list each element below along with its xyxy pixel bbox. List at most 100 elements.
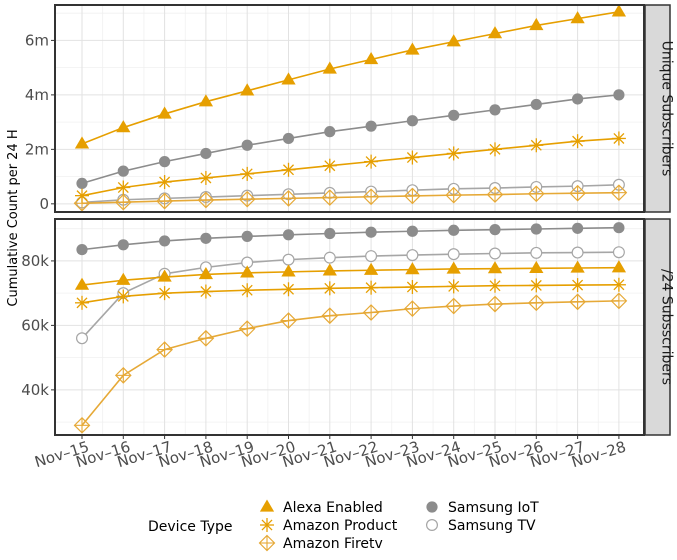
- series-samsung-iot: [76, 89, 625, 190]
- data-point: [114, 367, 132, 384]
- data-point: [116, 180, 131, 195]
- data-point: [611, 4, 627, 17]
- data-point: [572, 222, 584, 234]
- data-point: [200, 147, 212, 160]
- data-point: [198, 284, 213, 299]
- series-alexa-enabled: [74, 4, 627, 149]
- series-group: [73, 4, 628, 212]
- series-group: [73, 222, 628, 434]
- legend-item: Amazon Product: [260, 518, 398, 534]
- panel-2: 40k 60k 80k/24 Subsscribers: [21, 218, 675, 436]
- data-point: [488, 278, 502, 293]
- data-point: [159, 235, 171, 247]
- series-line: [81, 183, 619, 204]
- data-point: [611, 131, 626, 146]
- data-point: [282, 253, 295, 266]
- data-point: [487, 261, 503, 274]
- series-line: [81, 226, 619, 251]
- strip-label: Unique Subscribers: [659, 41, 675, 177]
- data-point: [489, 104, 501, 116]
- facet-strip: Unique Subscribers: [644, 4, 675, 213]
- legend-item: Samsung IoT: [426, 500, 539, 516]
- series-amazon-firetv: [73, 292, 628, 434]
- facet-strip: /24 Subsscribers: [644, 218, 675, 436]
- data-point: [448, 109, 460, 121]
- series-samsung-iot: [76, 222, 625, 256]
- data-point: [157, 269, 172, 282]
- y-tick-label: 6m: [25, 31, 49, 49]
- data-point: [404, 300, 421, 317]
- data-point: [156, 192, 173, 210]
- data-point: [117, 165, 129, 177]
- data-point: [241, 230, 253, 243]
- data-point: [404, 187, 421, 205]
- data-point: [365, 120, 377, 132]
- series-amazon-firetv: [73, 184, 628, 212]
- series-line: [81, 266, 619, 286]
- data-point: [322, 263, 337, 276]
- data-point: [240, 283, 255, 298]
- panel-background: [55, 219, 644, 435]
- data-point: [446, 261, 461, 274]
- series-amazon-product: [75, 131, 626, 203]
- data-point: [198, 266, 214, 280]
- data-point: [405, 150, 420, 165]
- data-point: [75, 332, 88, 345]
- y-tick-label: 4m: [25, 86, 49, 104]
- data-point: [281, 162, 296, 177]
- data-point: [364, 154, 379, 169]
- data-point: [364, 280, 379, 295]
- data-point: [281, 264, 296, 277]
- data-point: [280, 312, 297, 329]
- panel-border: [54, 218, 645, 436]
- data-point: [613, 222, 625, 234]
- data-point: [489, 247, 502, 260]
- data-point: [197, 329, 215, 347]
- series-amazon-product: [75, 277, 626, 310]
- data-point: [281, 72, 296, 85]
- series-line: [81, 94, 619, 185]
- data-point: [569, 293, 586, 311]
- data-point: [157, 106, 172, 119]
- data-point: [530, 246, 543, 259]
- legend-item: Alexa Enabled: [259, 499, 383, 516]
- legend-marker: [258, 534, 276, 552]
- data-point: [570, 260, 585, 273]
- data-point: [157, 286, 172, 301]
- data-point: [569, 184, 586, 202]
- gridlines: [55, 5, 644, 212]
- data-point: [281, 282, 296, 297]
- data-point: [406, 115, 418, 127]
- data-point: [198, 170, 213, 185]
- legend-marker: [260, 518, 274, 532]
- series-line: [81, 137, 619, 197]
- data-point: [488, 142, 502, 157]
- data-point: [405, 280, 420, 295]
- data-point: [572, 93, 584, 105]
- data-point: [489, 224, 501, 236]
- data-point: [322, 61, 337, 74]
- legend-label: Alexa Enabled: [283, 500, 383, 516]
- series-alexa-enabled: [74, 260, 627, 290]
- data-point: [156, 341, 173, 358]
- legend-marker: [259, 499, 275, 512]
- panel-1: 0 2m 4m 6m Unique Subscribers: [25, 4, 675, 213]
- y-tick-label: 60k: [21, 316, 49, 334]
- legend-label: Amazon Product: [283, 518, 398, 534]
- data-point: [362, 188, 380, 206]
- data-point: [282, 229, 295, 241]
- data-point: [74, 277, 90, 290]
- data-point: [200, 232, 212, 244]
- data-point: [322, 158, 337, 173]
- panel-background: [55, 5, 644, 212]
- data-point: [117, 239, 129, 251]
- chart-panels: 0 2m 4m 6m Unique Subscribers 40k 60k 80k/24 Su…: [21, 4, 675, 436]
- y-axis-title: Cumulative Count per 24 H: [6, 129, 21, 306]
- data-point: [529, 17, 544, 31]
- data-point: [529, 138, 544, 153]
- legend-title: Device Type: [148, 519, 233, 535]
- data-point: [321, 189, 339, 206]
- legend-item: Samsung TV: [426, 518, 536, 534]
- data-point: [486, 295, 504, 313]
- data-point: [238, 190, 256, 208]
